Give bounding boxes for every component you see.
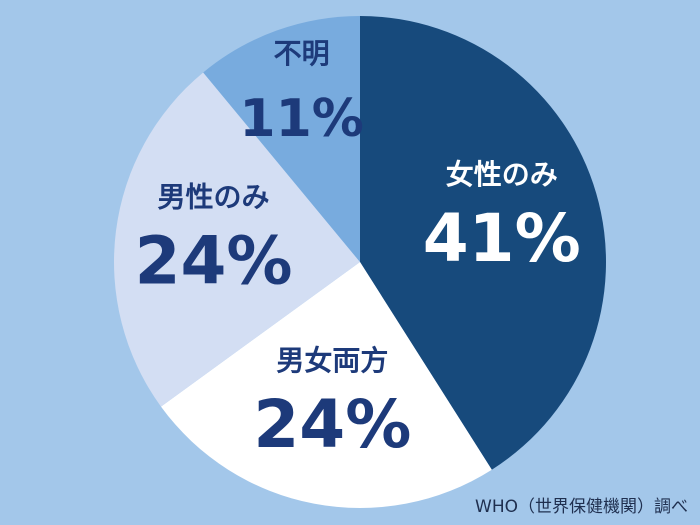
pie-slice <box>360 16 606 470</box>
pie-slice <box>160 262 492 509</box>
slice-label: 不明 <box>274 37 330 70</box>
source-note: WHO（世界保健機関）調べ <box>475 497 688 517</box>
slice-label: 女性のみ <box>446 158 558 191</box>
value-label: 41% <box>423 200 581 277</box>
value-label: 11% <box>239 89 363 149</box>
value-label: 24% <box>135 223 293 300</box>
pie-slice <box>203 15 360 262</box>
slice-label: 男性のみ <box>158 181 270 214</box>
slice-label: 男女両方 <box>276 344 388 377</box>
pie-slice <box>114 72 361 407</box>
value-label: 24% <box>253 386 411 463</box>
